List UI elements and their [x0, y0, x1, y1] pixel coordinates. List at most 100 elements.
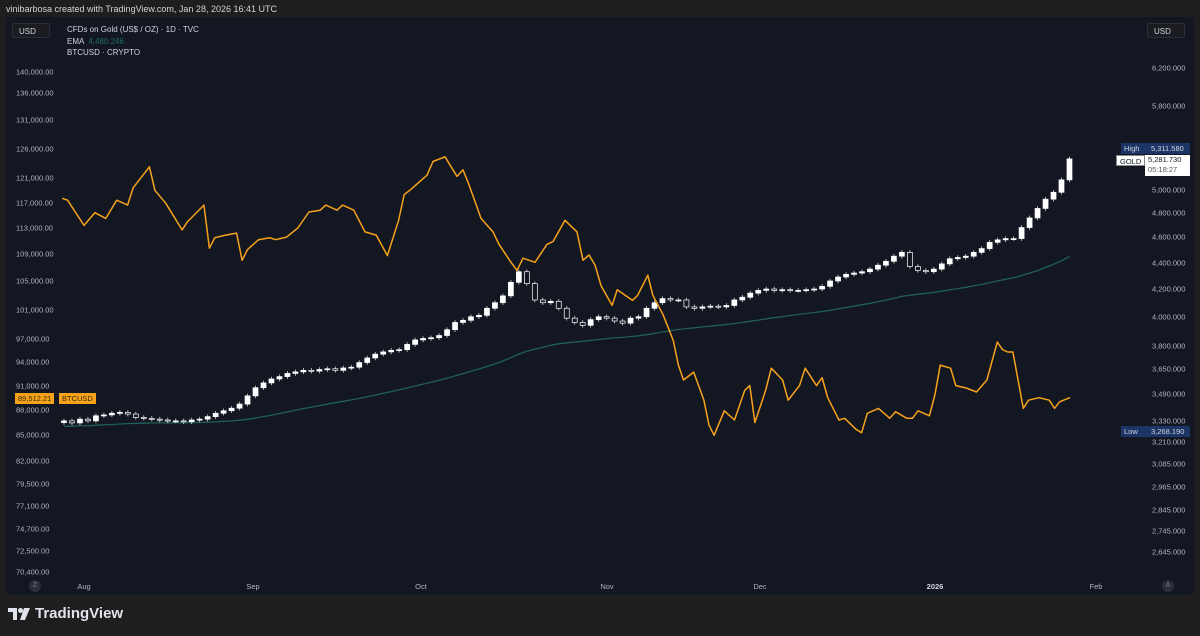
gold-candle	[827, 280, 833, 287]
auto-zoom-button[interactable]: Z	[29, 580, 41, 592]
left-axis-tick: 131,000.00	[16, 115, 54, 125]
right-axis-tick: 6,200.000	[1152, 63, 1186, 73]
legend-compare-series[interactable]: BTCUSD · CRYPTO	[67, 48, 141, 57]
gold-candle	[555, 300, 562, 309]
gold-candle	[101, 414, 107, 417]
gold-candle	[348, 366, 355, 369]
gold-candle	[1002, 238, 1009, 241]
time-axis-tick: Nov	[600, 582, 614, 591]
gold-candle	[547, 300, 554, 304]
gold-candle	[444, 329, 450, 336]
gold-candle	[627, 317, 634, 324]
auto-scale-button[interactable]: A	[1162, 580, 1174, 592]
bar-countdown: 05:18:27	[1148, 165, 1178, 174]
gold-candle	[372, 353, 379, 359]
gold-candle	[675, 299, 682, 302]
gold-candle	[428, 337, 434, 340]
left-axis-tick: 109,000.00	[16, 249, 54, 259]
high-label-tag: High	[1121, 143, 1148, 154]
gold-candle	[172, 420, 179, 423]
time-axis-tick: 2026	[926, 582, 944, 591]
left-axis-tick: 101,000.00	[16, 305, 54, 315]
gold-candle	[300, 369, 307, 373]
left-axis-tick: 91,000.00	[16, 381, 50, 391]
gold-candle	[396, 349, 403, 351]
gold-candle	[148, 417, 155, 420]
gold-candle	[117, 412, 123, 414]
gold-last-price: 5,281.730	[1148, 155, 1182, 164]
gold-candle	[962, 255, 969, 258]
right-axis-tick: 4,600.000	[1152, 232, 1186, 242]
gold-candle	[659, 298, 666, 304]
right-axis-tick: 4,000.000	[1152, 312, 1186, 322]
right-axis-tick: 3,800.000	[1152, 341, 1186, 351]
gold-candle	[1042, 198, 1049, 209]
left-axis-tick: 136,000.00	[16, 88, 54, 98]
right-axis-tick: 2,745.000	[1152, 526, 1186, 536]
gold-candle	[1034, 208, 1041, 219]
gold-candle	[771, 288, 778, 291]
gold-candle	[124, 412, 131, 415]
gold-candle	[739, 296, 746, 301]
gold-last-price-tag: 5,281.730 05:18:27	[1145, 155, 1190, 176]
gold-candle	[364, 357, 371, 363]
right-axis-tick: 4,400.000	[1152, 258, 1186, 268]
right-scale-currency-button[interactable]: USD	[1147, 23, 1185, 38]
legend-main-series[interactable]: CFDs on Gold (US$ / OZ) · 1D · TVC	[67, 25, 199, 34]
gold-candle	[188, 419, 195, 423]
gold-candle	[835, 276, 841, 282]
gold-candle	[643, 307, 650, 318]
gold-candle	[220, 410, 227, 414]
btc-symbol-tag: BTCUSD	[59, 393, 96, 404]
gold-candle	[508, 281, 514, 297]
left-scale-currency-button[interactable]: USD	[12, 23, 50, 38]
gold-candle	[308, 369, 315, 372]
gold-candle	[883, 260, 889, 266]
gold-candle	[93, 415, 99, 422]
ema-line	[63, 255, 1070, 428]
right-axis-tick: 3,490.000	[1152, 389, 1186, 399]
gold-candle	[523, 271, 530, 284]
time-axis-tick: Aug	[77, 582, 91, 591]
gold-candle	[500, 295, 506, 304]
gold-candle	[851, 272, 857, 275]
left-axis-tick: 88,000.00	[16, 405, 50, 415]
legend-ema[interactable]: EMA 4,480.246	[67, 36, 199, 48]
gold-candle	[468, 316, 474, 321]
gold-candle	[1018, 227, 1025, 239]
gold-candle	[268, 378, 275, 384]
left-axis-tick: 126,000.00	[16, 144, 54, 154]
right-axis-tick: 3,650.000	[1152, 364, 1186, 374]
gold-candle	[579, 322, 586, 326]
gold-candle	[388, 350, 395, 353]
gold-candle	[356, 362, 363, 368]
left-axis-tick: 94,000.00	[16, 357, 50, 367]
left-axis-tick: 105,000.00	[16, 276, 54, 286]
tradingview-logo-icon	[8, 607, 30, 620]
right-axis-tick: 3,210.000	[1152, 437, 1186, 447]
chart-pane[interactable]	[6, 17, 1194, 595]
gold-candle	[795, 290, 802, 292]
low-label-tag: Low	[1121, 426, 1148, 437]
time-axis-tick: Feb	[1089, 582, 1103, 591]
gold-candle	[994, 239, 1001, 243]
gold-symbol-tag: GOLD	[1116, 155, 1146, 166]
gold-candle	[196, 418, 203, 421]
gold-candle	[292, 371, 299, 374]
gold-candle	[651, 302, 658, 309]
gold-candle	[380, 351, 387, 355]
right-axis-tick: 4,800.000	[1152, 208, 1186, 218]
gold-candle	[954, 257, 961, 260]
gold-candle	[452, 322, 458, 331]
gold-candle	[595, 316, 602, 320]
gold-candle	[667, 298, 674, 301]
gold-candle	[899, 252, 905, 257]
left-axis-tick: 117,000.00	[16, 198, 53, 208]
gold-candle	[699, 306, 706, 309]
gold-candle	[787, 289, 794, 292]
attribution-text: vinibarbosa created with TradingView.com…	[6, 4, 277, 14]
gold-candle	[1026, 217, 1033, 228]
left-axis-tick: 113,000.00	[16, 223, 53, 233]
gold-candle	[77, 418, 83, 424]
gold-candle	[843, 273, 849, 278]
